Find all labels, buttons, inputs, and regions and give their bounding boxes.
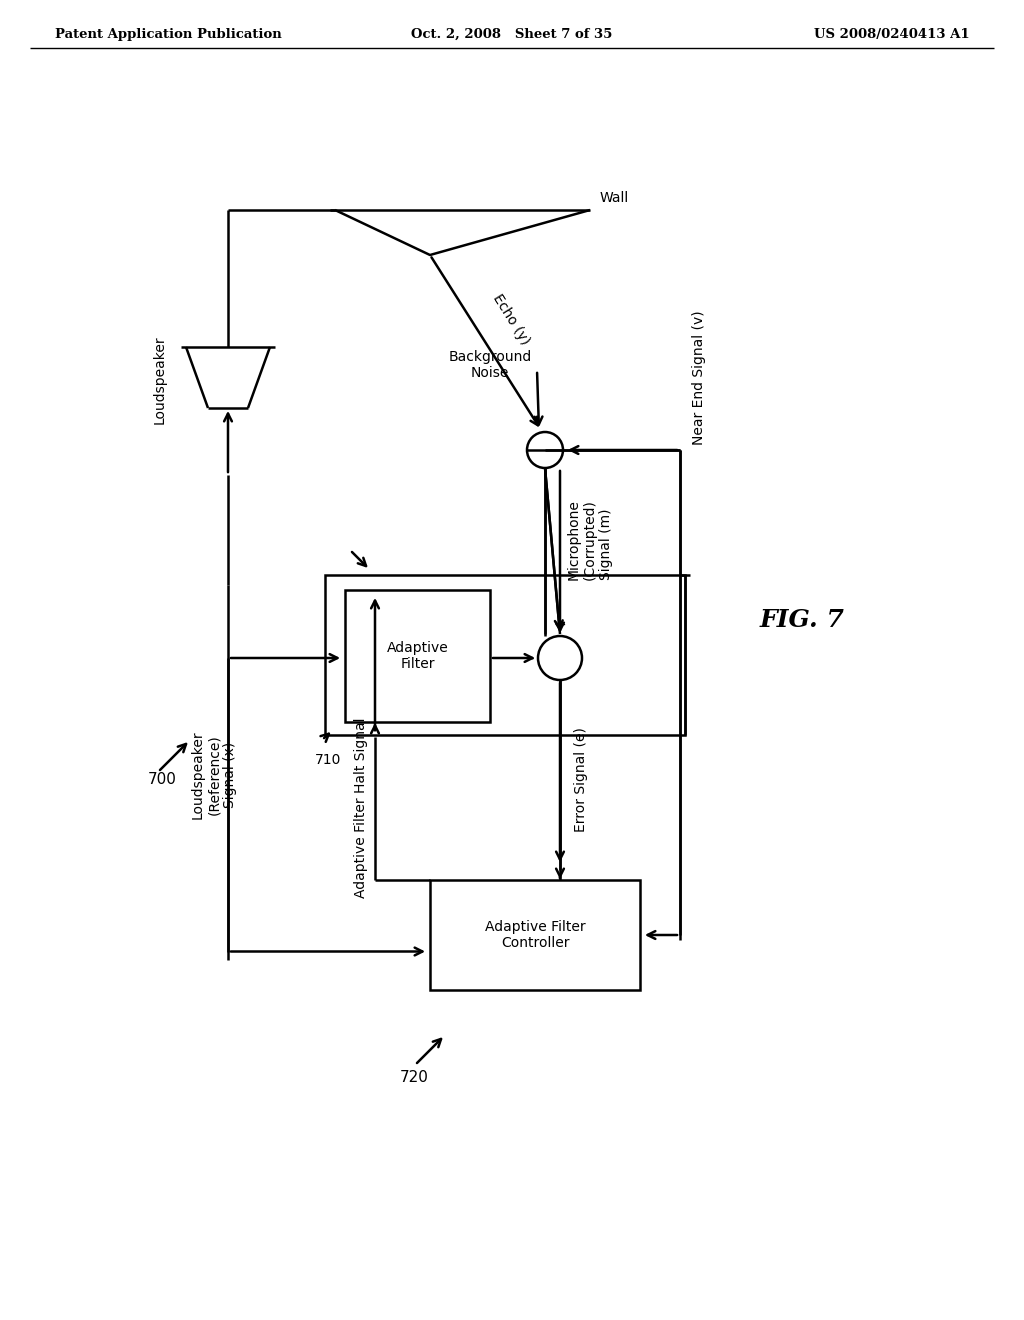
Text: 700: 700 xyxy=(148,772,177,787)
Text: Adaptive Filter Halt Signal: Adaptive Filter Halt Signal xyxy=(354,717,368,898)
Text: Patent Application Publication: Patent Application Publication xyxy=(55,28,282,41)
Text: Oct. 2, 2008   Sheet 7 of 35: Oct. 2, 2008 Sheet 7 of 35 xyxy=(412,28,612,41)
Text: Loudspeaker
(Reference)
Signal (x): Loudspeaker (Reference) Signal (x) xyxy=(190,730,238,820)
Text: Wall: Wall xyxy=(600,191,630,205)
Text: Near End Signal (v): Near End Signal (v) xyxy=(692,310,706,445)
Text: Microphone
(Corrupted)
Signal (m): Microphone (Corrupted) Signal (m) xyxy=(567,499,613,581)
Text: Error Signal (e): Error Signal (e) xyxy=(574,727,588,833)
Text: FIG. 7: FIG. 7 xyxy=(760,609,845,632)
Bar xyxy=(430,880,640,990)
Text: +: + xyxy=(554,618,566,634)
Text: -: - xyxy=(527,649,534,667)
Text: Adaptive Filter
Controller: Adaptive Filter Controller xyxy=(484,920,586,950)
Bar xyxy=(345,590,490,722)
Text: Background
Noise: Background Noise xyxy=(449,350,531,380)
Text: Adaptive
Filter: Adaptive Filter xyxy=(387,642,449,671)
Bar xyxy=(325,576,685,735)
Text: Echo (y): Echo (y) xyxy=(490,292,532,348)
Text: 710: 710 xyxy=(315,752,341,767)
Text: 720: 720 xyxy=(400,1071,429,1085)
Text: US 2008/0240413 A1: US 2008/0240413 A1 xyxy=(814,28,970,41)
Text: Loudspeaker: Loudspeaker xyxy=(153,335,167,424)
